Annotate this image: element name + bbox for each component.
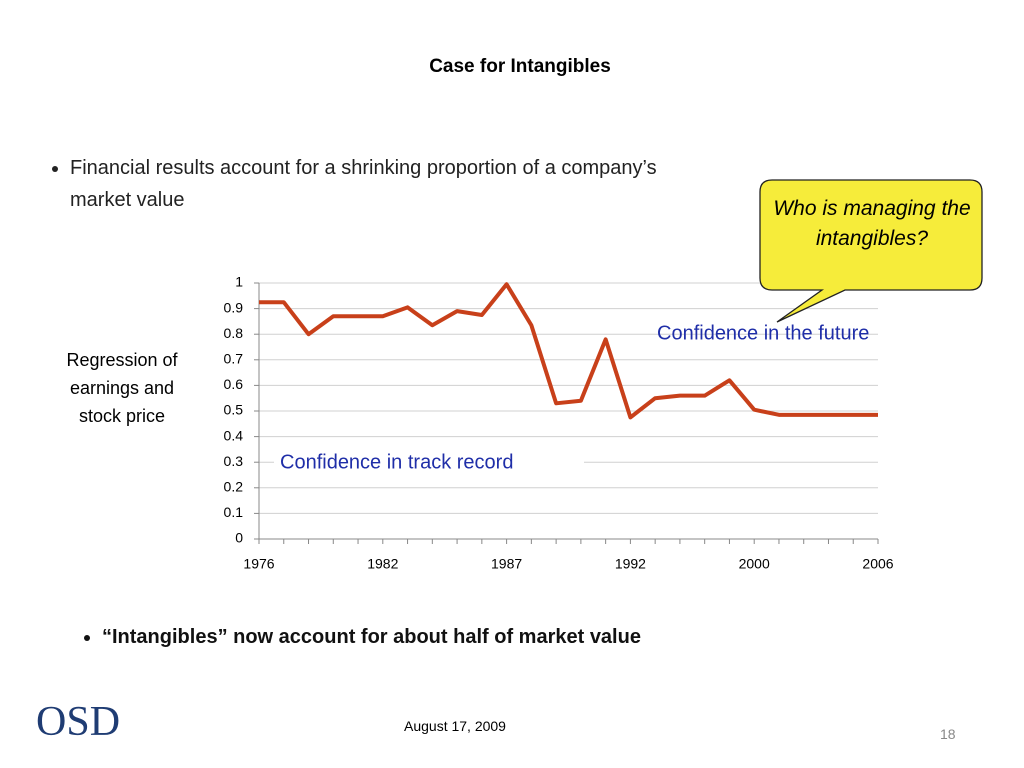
y-tick-label: 0.7 (224, 351, 244, 367)
y-tick-label: 0.2 (224, 479, 244, 495)
x-tick-label: 2006 (862, 556, 893, 572)
logo: OSD (36, 699, 121, 745)
annotation: Confidence in the future (657, 322, 869, 344)
y-tick-label: 0.6 (224, 376, 244, 392)
y-tick-label: 1 (235, 274, 243, 290)
y-tick-label: 0 (235, 530, 243, 546)
annotation-bg (274, 448, 584, 478)
y-tick-label: 0.4 (224, 427, 244, 443)
callout-text: Who is managing the intangibles? (773, 197, 971, 250)
y-tick-label: 0.9 (224, 299, 244, 315)
bullet-list: “Intangibles” now account for about half… (84, 626, 802, 649)
x-tick-label: 2000 (739, 556, 770, 572)
slide-title: Case for Intangibles (429, 56, 611, 77)
x-tick-label: 1982 (367, 556, 398, 572)
line (259, 282, 878, 420)
bullet: Financial results account for a shrinkin… (70, 152, 690, 216)
bullet: “Intangibles” now account for about half… (102, 626, 802, 649)
y-axis-label: Regression of earnings and stock price (66, 350, 178, 426)
callout-bubble (759, 179, 983, 323)
y-tick-label: 0.3 (224, 453, 244, 469)
x-tick-label: 1992 (615, 556, 646, 572)
y-tick-label: 0.1 (224, 504, 244, 520)
y-tick-label: 0.5 (224, 402, 244, 418)
x-tick-label: 1987 (491, 556, 522, 572)
date: August 17, 2009 (404, 718, 506, 734)
annotation: Confidence in track record (280, 451, 513, 473)
page-number: 18 (940, 726, 956, 742)
x-tick-label: 1976 (243, 556, 274, 572)
bullet-list: Financial results account for a shrinkin… (52, 152, 690, 216)
y-tick-label: 0.8 (224, 325, 244, 341)
